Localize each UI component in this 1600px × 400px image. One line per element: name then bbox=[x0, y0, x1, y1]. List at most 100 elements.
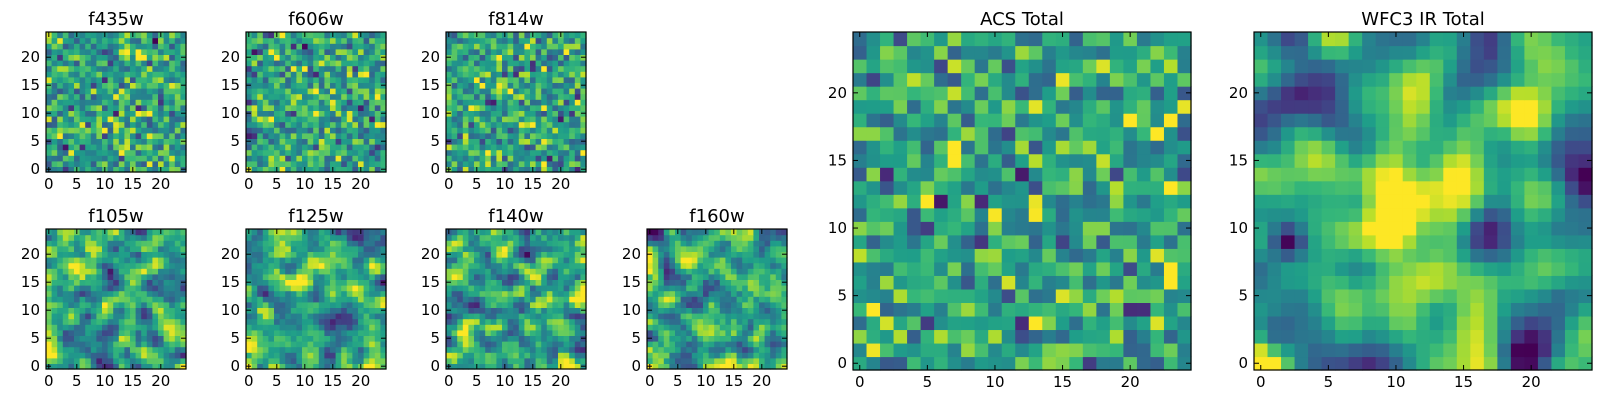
heatmap-cell bbox=[68, 268, 75, 275]
heatmap-cell bbox=[1150, 275, 1165, 290]
heatmap-cell bbox=[169, 121, 176, 128]
heatmap-cell bbox=[675, 296, 682, 303]
heatmap-cell bbox=[279, 60, 286, 67]
heatmap-cell bbox=[731, 257, 738, 264]
heatmap-cell bbox=[341, 234, 348, 241]
heatmap-cell bbox=[262, 32, 269, 39]
heatmap-cell bbox=[302, 307, 309, 314]
heatmap-cell bbox=[124, 132, 131, 139]
heatmap-cell bbox=[363, 71, 370, 78]
heatmap-cell bbox=[513, 234, 520, 241]
heatmap-cell bbox=[307, 110, 314, 117]
heatmap-cell bbox=[62, 301, 69, 308]
heatmap-cell bbox=[541, 43, 548, 50]
heatmap-cell bbox=[369, 234, 376, 241]
heatmap-cell bbox=[731, 318, 738, 325]
heatmap-cell bbox=[507, 43, 514, 50]
heatmap-cell bbox=[51, 341, 58, 348]
heatmap-cell bbox=[753, 234, 760, 241]
heatmap-cell bbox=[552, 245, 559, 252]
heatmap-cell bbox=[335, 60, 342, 67]
heatmap-cell bbox=[152, 346, 159, 353]
heatmap-cell bbox=[279, 257, 286, 264]
heatmap-cell bbox=[90, 301, 97, 308]
heatmap-cell bbox=[468, 245, 475, 252]
heatmap-cell bbox=[341, 324, 348, 331]
heatmap-cell bbox=[490, 43, 497, 50]
heatmap-cell bbox=[652, 240, 659, 247]
heatmap-cell bbox=[866, 234, 881, 249]
heatmap-cell bbox=[462, 324, 469, 331]
heatmap-cell bbox=[781, 346, 788, 353]
heatmap-cell bbox=[770, 240, 777, 247]
heatmap-cell bbox=[518, 104, 525, 111]
heatmap-cell bbox=[90, 121, 97, 128]
heatmap-cell bbox=[574, 132, 581, 139]
heatmap-cell bbox=[290, 132, 297, 139]
heatmap-cell bbox=[369, 144, 376, 151]
heatmap-cell bbox=[574, 257, 581, 264]
heatmap-cell bbox=[502, 324, 509, 331]
heatmap-cell bbox=[118, 313, 125, 320]
heatmap-cell bbox=[524, 116, 531, 123]
heatmap-cell bbox=[781, 234, 788, 241]
heatmap-cell bbox=[102, 234, 109, 241]
heatmap-cell bbox=[725, 329, 732, 336]
heatmap-cell bbox=[285, 54, 292, 61]
heatmap-cell bbox=[552, 307, 559, 314]
heatmap-cell bbox=[279, 160, 286, 167]
heatmap-cell bbox=[251, 251, 258, 258]
heatmap-cell bbox=[358, 352, 365, 359]
heatmap-cell bbox=[363, 43, 370, 50]
heatmap-cell bbox=[335, 313, 342, 320]
heatmap-cell bbox=[736, 240, 743, 247]
heatmap-cell bbox=[146, 335, 153, 342]
heatmap-cell bbox=[658, 262, 665, 269]
heatmap-cell bbox=[457, 346, 464, 353]
heatmap-cell bbox=[775, 257, 782, 264]
heatmap-cell bbox=[474, 132, 481, 139]
heatmap-cell bbox=[74, 138, 81, 145]
heatmap-cell bbox=[279, 93, 286, 100]
heatmap-cell bbox=[335, 335, 342, 342]
heatmap-cell bbox=[262, 65, 269, 72]
heatmap-cell bbox=[251, 99, 258, 106]
heatmap-cell bbox=[302, 65, 309, 72]
heatmap-cell bbox=[652, 234, 659, 241]
heatmap-cell bbox=[563, 48, 570, 55]
heatmap-cell bbox=[158, 127, 165, 134]
heatmap-cell bbox=[524, 318, 531, 325]
heatmap-cell bbox=[647, 262, 654, 269]
heatmap-cell bbox=[363, 318, 370, 325]
heatmap-cell bbox=[330, 155, 337, 162]
heatmap-cell bbox=[279, 127, 286, 134]
heatmap-cell bbox=[1015, 194, 1030, 209]
heatmap-cell bbox=[113, 99, 120, 106]
heatmap-cell bbox=[124, 262, 131, 269]
heatmap-cell bbox=[753, 363, 760, 370]
heatmap-cell bbox=[474, 301, 481, 308]
heatmap-cell bbox=[574, 48, 581, 55]
heatmap-cell bbox=[324, 160, 331, 167]
heatmap-cell bbox=[96, 234, 103, 241]
heatmap-cell bbox=[285, 71, 292, 78]
heatmap-cell bbox=[974, 356, 989, 371]
heatmap-cell bbox=[524, 121, 531, 128]
heatmap-cell bbox=[485, 43, 492, 50]
heatmap-cell bbox=[947, 302, 962, 317]
heatmap-cell bbox=[490, 251, 497, 258]
heatmap-cell bbox=[363, 76, 370, 83]
heatmap-cell bbox=[335, 341, 342, 348]
heatmap-cell bbox=[663, 290, 670, 297]
heatmap-cell bbox=[546, 149, 553, 156]
heatmap-cell bbox=[302, 329, 309, 336]
heatmap-cell bbox=[934, 329, 949, 344]
heatmap-cell bbox=[1163, 342, 1179, 358]
heatmap-cell bbox=[725, 357, 732, 364]
heatmap-cell bbox=[79, 357, 86, 364]
heatmap-cell bbox=[274, 329, 281, 336]
heatmap-cell bbox=[341, 149, 348, 156]
heatmap-cell bbox=[158, 245, 165, 252]
heatmap-cell bbox=[146, 54, 153, 61]
heatmap-cell bbox=[118, 279, 125, 286]
